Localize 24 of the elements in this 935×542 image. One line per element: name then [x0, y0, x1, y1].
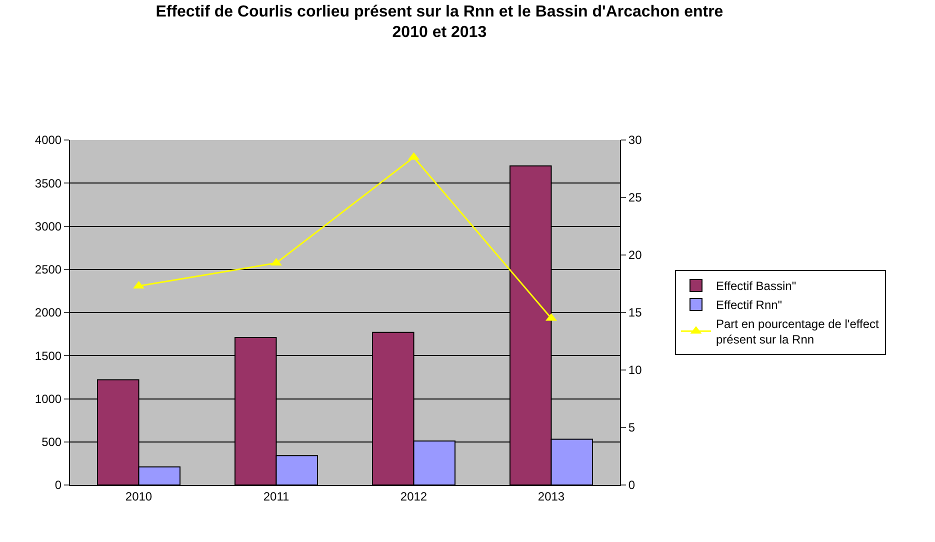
y-tick-label: 4000: [34, 133, 62, 148]
y-tick-label: 500: [42, 435, 62, 450]
y-tick-label: 1000: [34, 392, 62, 406]
x-tick-label: 2010: [125, 489, 152, 504]
x-tick-label: 2013: [538, 489, 565, 504]
legend-label: Effectif Rnn": [716, 298, 782, 312]
y-tick-label: 3000: [34, 219, 62, 234]
x-tick-label: 2011: [263, 489, 290, 504]
legend-label: Part en pourcentage de l'effect présent sur la Rnn: [716, 316, 880, 347]
y2-tick-label: 20: [628, 248, 642, 262]
y-tick-label: 1500: [34, 348, 62, 363]
y-tick-label: 3500: [34, 176, 62, 190]
y2-tick-label: 30: [628, 133, 642, 148]
y-tick-label: 2000: [34, 306, 62, 320]
y2-tick-label: 0: [628, 478, 636, 492]
x-tick-label: 2012: [400, 489, 428, 504]
y-tick-label: 0: [54, 478, 62, 492]
y2-tick-label: 10: [628, 363, 642, 378]
y2-tick-label: 15: [628, 306, 642, 320]
chart-title: Effectif de Courlis corlieu présent sur la Rnn et le Bassin d'Arcachon entre 2010 et 2013: [156, 3, 724, 42]
y2-tick-label: 25: [628, 190, 642, 205]
legend-label: Effectif Bassin": [716, 279, 796, 294]
y2-tick-label: 5: [628, 420, 636, 435]
y-tick-label: 2500: [34, 262, 62, 277]
